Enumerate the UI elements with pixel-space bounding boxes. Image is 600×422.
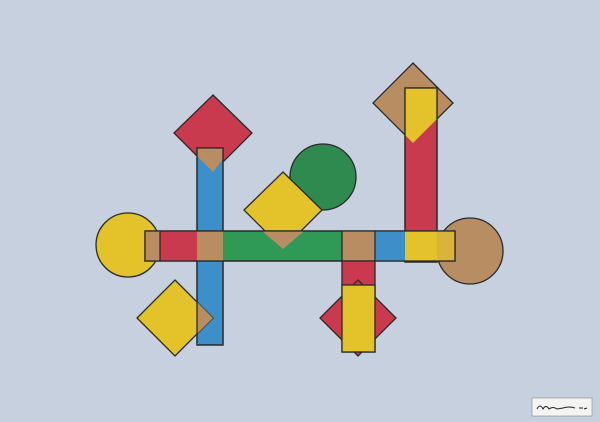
segment [342, 231, 375, 261]
segment [262, 231, 304, 249]
horizontal-bar-outline [144, 230, 456, 262]
overlap [197, 148, 223, 172]
signature-scribble [536, 405, 588, 411]
segment [197, 231, 223, 261]
overlap [405, 88, 437, 143]
overlap [341, 284, 376, 353]
overlap [197, 302, 213, 334]
segment [405, 231, 437, 261]
segment [160, 231, 197, 261]
signature-label [531, 397, 593, 417]
segment [437, 231, 455, 261]
segment [145, 231, 160, 261]
red-bar-outline [404, 87, 438, 263]
green-circle [289, 143, 357, 211]
segment [375, 231, 405, 261]
